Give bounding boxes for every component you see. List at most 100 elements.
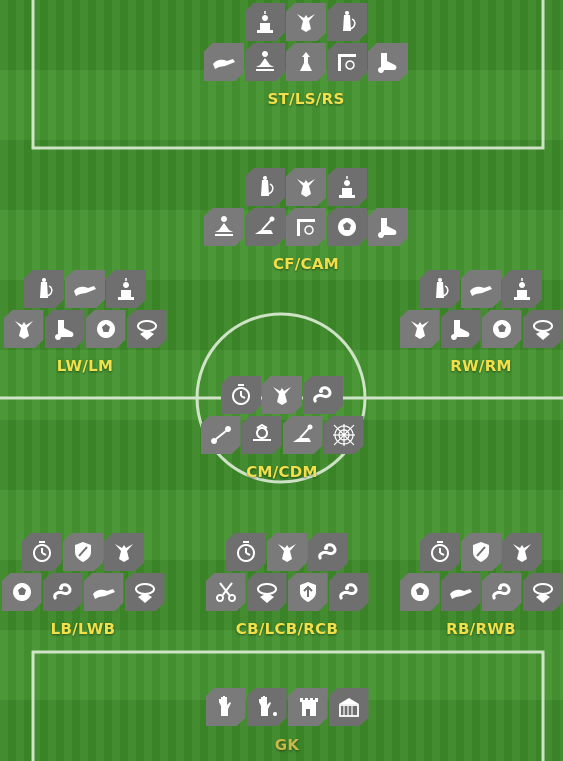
position-group-lb: LB/LWB	[0, 533, 166, 638]
trait-tile	[399, 573, 440, 611]
post-icon	[297, 219, 315, 236]
cheetah-icon	[92, 589, 115, 599]
ball-icon	[12, 583, 31, 601]
engine-icon	[297, 14, 315, 32]
trait-row-bottom	[205, 688, 369, 726]
trait-tile	[241, 416, 282, 454]
position-label: CM/CDM	[246, 463, 318, 481]
position-group-cb: CB/LCB/RCB	[204, 533, 370, 638]
position-label: GK	[274, 736, 300, 754]
trait-tile	[461, 270, 501, 308]
lighthouse-icon	[261, 176, 274, 196]
trait-tile	[327, 168, 367, 206]
trait-tile	[286, 43, 326, 81]
top-penalty-box	[31, 0, 545, 150]
trait-tile	[522, 573, 563, 611]
trait-row-top	[221, 376, 343, 414]
trait-tile	[368, 208, 408, 246]
wall-icon	[338, 698, 359, 717]
yoga-icon	[215, 216, 233, 236]
trait-tile	[286, 168, 326, 206]
snake-icon	[313, 386, 332, 404]
yoga-icon	[256, 51, 274, 71]
trait-tile	[502, 270, 542, 308]
position-group-st: ST/LS/RS	[204, 3, 408, 108]
trait-tile	[399, 310, 440, 348]
lighthouse-icon	[436, 278, 449, 298]
bottom-penalty-box	[31, 650, 545, 761]
trait-tile	[327, 3, 367, 41]
trait-tile	[246, 688, 287, 726]
rugby-icon	[134, 583, 155, 603]
trait-tile	[522, 310, 563, 348]
trait-row-top	[420, 270, 542, 308]
trait-tile	[440, 310, 481, 348]
timer-icon	[431, 541, 449, 562]
trait-row-top	[24, 270, 146, 308]
cannon-icon	[300, 52, 312, 71]
trait-tile	[245, 43, 285, 81]
trait-tile	[204, 208, 244, 246]
trait-tile	[65, 270, 105, 308]
rugby-icon	[136, 320, 157, 340]
trait-tile	[63, 533, 103, 571]
trait-tile	[286, 208, 326, 246]
shield-icon	[473, 542, 489, 562]
trait-tile	[245, 3, 285, 41]
trait-tile	[221, 376, 261, 414]
trait-tile	[420, 533, 460, 571]
cheetah-icon	[470, 286, 492, 296]
position-label: CF/CAM	[272, 255, 340, 273]
position-group-lw: LW/LM	[2, 270, 168, 375]
position-label: RB/RWB	[446, 620, 516, 638]
lighthouse-icon	[40, 278, 53, 298]
engine-icon	[297, 179, 315, 197]
trait-tile	[481, 310, 522, 348]
trait-tile	[124, 573, 165, 611]
center-circle	[195, 312, 367, 484]
trait-row-top	[420, 533, 542, 571]
engine-icon	[513, 544, 531, 562]
trait-tile	[481, 573, 522, 611]
rugby-icon	[532, 320, 553, 340]
trait-tile	[44, 310, 85, 348]
boot-icon	[450, 320, 469, 340]
trait-tile	[461, 533, 501, 571]
boot-icon	[54, 320, 73, 340]
trait-tile	[328, 573, 369, 611]
snake-icon	[318, 543, 337, 561]
trait-row-bottom	[399, 573, 563, 611]
statue-icon	[514, 278, 530, 300]
snake-icon	[52, 583, 72, 601]
trait-tile	[440, 573, 481, 611]
scissors-icon	[215, 582, 236, 602]
boot-icon	[378, 53, 397, 73]
cheetah-icon	[74, 286, 96, 296]
trait-row-bottom	[1, 573, 165, 611]
trait-tile	[245, 168, 285, 206]
trait-tile	[267, 533, 307, 571]
ball-icon	[96, 320, 115, 338]
trait-tile	[368, 43, 408, 81]
trait-row-bottom	[204, 208, 408, 246]
engine-icon	[273, 387, 291, 405]
position-group-gk: GK	[204, 688, 370, 754]
glove-icon	[218, 696, 231, 716]
trait-tile	[323, 416, 364, 454]
trait-tile	[287, 573, 328, 611]
crown-icon	[252, 423, 271, 441]
position-group-rw: RW/RM	[398, 270, 563, 375]
ball-icon	[338, 218, 356, 236]
trait-tile	[420, 270, 460, 308]
lighthouse-icon	[343, 11, 356, 31]
engine-icon	[278, 544, 296, 562]
web-icon	[332, 424, 355, 446]
boot-icon	[378, 218, 397, 238]
timer-icon	[237, 541, 255, 562]
trait-tile	[205, 573, 246, 611]
pass-icon	[210, 426, 231, 444]
trait-tile	[126, 310, 167, 348]
trait-tile	[3, 310, 44, 348]
tower-icon	[299, 698, 318, 716]
